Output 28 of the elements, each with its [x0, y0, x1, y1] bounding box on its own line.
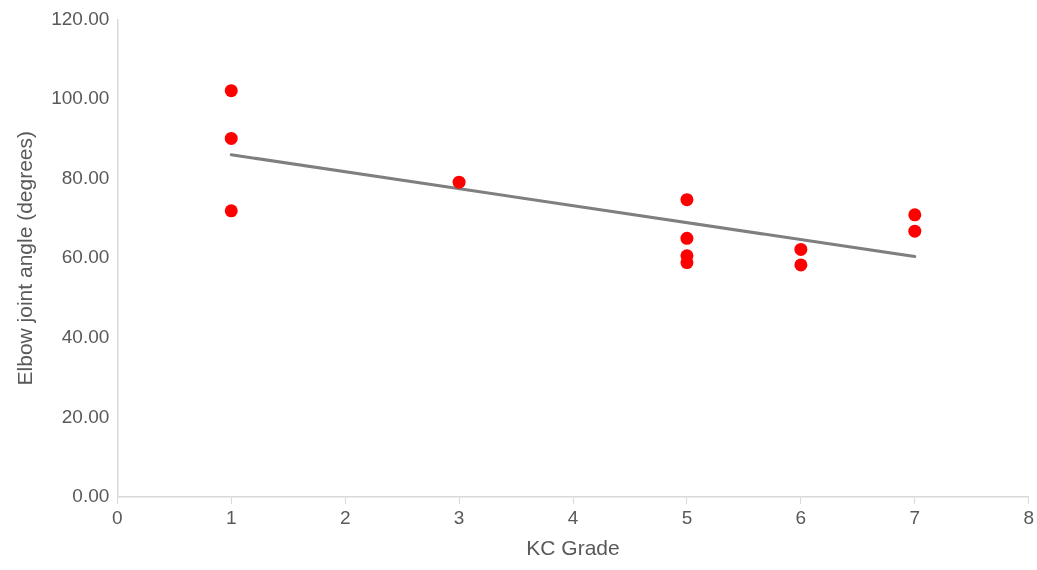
- point: [224, 131, 238, 145]
- x-tick-label: 4: [567, 506, 579, 528]
- y-tick-label: 40.00: [61, 326, 110, 348]
- y-tick-label: 0.00: [72, 485, 110, 507]
- y-axis-title: Elbow joint angle (degrees): [13, 130, 37, 386]
- x-axis-title: KC Grade: [526, 536, 620, 560]
- x-tick-label: 5: [681, 506, 693, 528]
- x-tick-label: 7: [909, 506, 921, 528]
- point: [908, 224, 922, 238]
- y-tick-label: 120.00: [51, 7, 110, 29]
- x-tick-label: 2: [339, 506, 351, 528]
- point: [908, 208, 922, 222]
- x-tick-label: 3: [453, 506, 465, 528]
- point: [680, 193, 694, 207]
- x-tick-label: 0: [112, 506, 123, 528]
- x-tick-label: 6: [795, 506, 807, 528]
- x-tick-label: 8: [1023, 506, 1035, 528]
- point: [794, 258, 808, 272]
- y-tick-label: 80.00: [61, 166, 110, 188]
- point: [794, 242, 808, 256]
- point: [680, 231, 694, 245]
- x-tick-label: 1: [225, 506, 237, 528]
- y-tick-label: 20.00: [61, 405, 110, 427]
- y-tick-label: 60.00: [61, 246, 110, 268]
- y-tick-label: 100.00: [51, 87, 110, 109]
- point: [452, 175, 466, 189]
- point: [224, 204, 238, 218]
- point: [224, 84, 238, 98]
